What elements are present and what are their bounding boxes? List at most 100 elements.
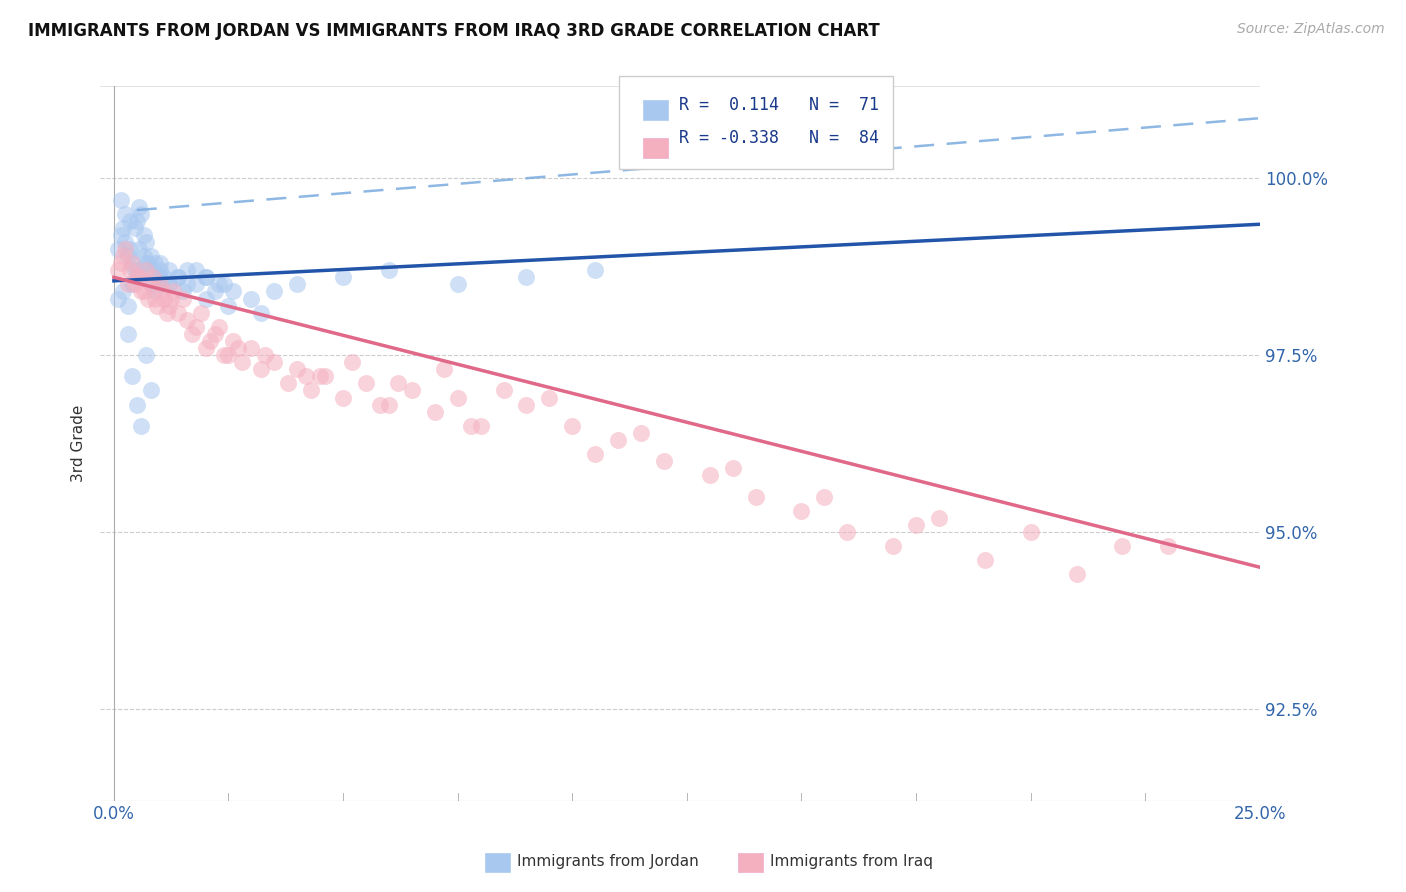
Point: [176, 263, 198, 277]
Point: [401, 384, 423, 398]
Point: [212, 348, 235, 362]
Point: [125, 263, 148, 277]
Point: [515, 398, 537, 412]
Point: [583, 447, 606, 461]
Text: Immigrants from Iraq: Immigrants from Iraq: [770, 855, 934, 869]
Point: [136, 292, 159, 306]
Point: [155, 306, 177, 320]
Point: [136, 256, 159, 270]
Point: [117, 249, 139, 263]
Point: [194, 292, 217, 306]
Text: Source: ZipAtlas.com: Source: ZipAtlas.com: [1237, 22, 1385, 37]
Point: [167, 306, 190, 320]
Point: [132, 227, 155, 242]
Point: [125, 398, 148, 412]
Point: [882, 539, 904, 553]
Point: [186, 319, 208, 334]
Point: [110, 256, 132, 270]
Point: [118, 242, 141, 256]
Point: [112, 285, 135, 299]
Point: [249, 362, 271, 376]
Point: [263, 285, 285, 299]
Point: [150, 285, 173, 299]
Point: [143, 256, 166, 270]
Point: [146, 299, 169, 313]
Point: [226, 341, 249, 355]
Point: [149, 270, 172, 285]
Point: [460, 418, 482, 433]
Point: [222, 334, 245, 348]
Point: [299, 384, 322, 398]
Point: [744, 490, 766, 504]
Point: [131, 418, 153, 433]
Point: [118, 263, 141, 277]
Point: [378, 263, 401, 277]
Point: [117, 299, 139, 313]
Point: [157, 277, 180, 292]
Point: [1066, 567, 1088, 582]
Text: Immigrants from Jordan: Immigrants from Jordan: [517, 855, 699, 869]
Point: [172, 292, 194, 306]
Text: R = -0.338   N =  84: R = -0.338 N = 84: [679, 129, 879, 147]
Point: [157, 299, 180, 313]
Point: [194, 270, 217, 285]
Point: [150, 277, 173, 292]
Point: [285, 277, 308, 292]
Point: [131, 207, 153, 221]
Point: [117, 326, 139, 341]
Point: [132, 285, 155, 299]
Point: [905, 517, 928, 532]
Point: [139, 384, 162, 398]
Point: [813, 490, 835, 504]
Point: [1111, 539, 1133, 553]
Point: [107, 292, 129, 306]
Point: [135, 256, 157, 270]
Point: [332, 270, 354, 285]
Point: [1019, 524, 1042, 539]
Point: [249, 306, 271, 320]
Point: [204, 285, 226, 299]
Point: [146, 270, 169, 285]
Point: [387, 376, 409, 391]
Point: [153, 292, 176, 306]
Point: [131, 285, 153, 299]
Point: [107, 242, 129, 256]
Point: [231, 355, 253, 369]
Point: [121, 256, 143, 270]
Point: [254, 348, 277, 362]
Point: [447, 391, 470, 405]
Point: [583, 263, 606, 277]
Point: [114, 242, 136, 256]
Point: [139, 277, 162, 292]
Point: [125, 213, 148, 227]
Point: [131, 270, 153, 285]
Point: [561, 418, 583, 433]
Point: [121, 256, 143, 270]
Point: [492, 384, 515, 398]
Point: [194, 341, 217, 355]
Point: [218, 299, 240, 313]
Point: [117, 277, 139, 292]
Point: [176, 312, 198, 326]
Point: [285, 362, 308, 376]
Point: [125, 270, 148, 285]
Text: R =  0.114   N =  71: R = 0.114 N = 71: [679, 95, 879, 113]
Point: [149, 256, 172, 270]
Point: [515, 270, 537, 285]
Point: [198, 334, 221, 348]
Point: [1157, 539, 1180, 553]
Point: [186, 277, 208, 292]
Point: [204, 326, 226, 341]
Point: [128, 242, 150, 256]
Point: [110, 227, 132, 242]
Point: [142, 263, 165, 277]
Point: [167, 270, 190, 285]
Point: [378, 398, 401, 412]
Point: [176, 277, 198, 292]
Point: [190, 306, 212, 320]
Point: [607, 433, 630, 447]
Point: [110, 193, 132, 207]
Point: [212, 277, 235, 292]
Point: [240, 292, 263, 306]
Point: [112, 220, 135, 235]
